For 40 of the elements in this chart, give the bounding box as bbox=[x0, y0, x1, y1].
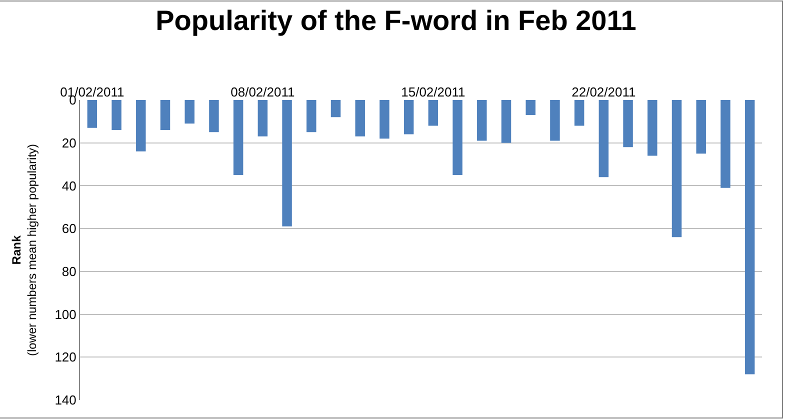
bar bbox=[136, 100, 146, 152]
bar bbox=[258, 100, 268, 136]
bar bbox=[696, 100, 706, 154]
chart-title: Popularity of the F-word in Feb 2011 bbox=[156, 5, 636, 36]
bar bbox=[477, 100, 487, 141]
bar bbox=[501, 100, 512, 143]
x-tick-label: 08/02/2011 bbox=[230, 84, 295, 100]
bar bbox=[550, 100, 560, 141]
bar bbox=[112, 100, 122, 130]
y-tick-label: 80 bbox=[62, 264, 76, 279]
bar bbox=[526, 100, 536, 115]
bar bbox=[355, 100, 365, 136]
bar bbox=[87, 100, 98, 128]
y-tick-label: 100 bbox=[54, 306, 76, 322]
y-axis-title: Rank (lower numbers mean higher popularity) bbox=[9, 144, 39, 356]
bar bbox=[720, 100, 730, 188]
bar bbox=[233, 100, 244, 175]
x-tick-label: 22/02/2011 bbox=[572, 84, 636, 100]
bar bbox=[330, 100, 341, 118]
bar bbox=[452, 100, 462, 175]
y-tick-label: 20 bbox=[62, 135, 76, 150]
x-tick-label: 15/02/2011 bbox=[401, 84, 466, 100]
y-tick-label: 60 bbox=[62, 221, 76, 236]
bar bbox=[404, 100, 414, 134]
bar bbox=[282, 100, 292, 226]
bar bbox=[306, 100, 316, 132]
bar bbox=[598, 100, 609, 178]
bar bbox=[428, 100, 438, 126]
y-tick-label: 140 bbox=[54, 392, 76, 408]
bar bbox=[672, 100, 682, 238]
y-tick-label: 120 bbox=[54, 350, 76, 365]
bar bbox=[160, 100, 170, 130]
bar bbox=[380, 100, 390, 139]
bar bbox=[648, 100, 658, 156]
bar bbox=[623, 100, 633, 148]
bar bbox=[184, 100, 194, 124]
bar bbox=[209, 100, 219, 132]
bar bbox=[574, 100, 584, 126]
y-tick-label: 40 bbox=[62, 178, 76, 194]
bar bbox=[744, 100, 755, 374]
